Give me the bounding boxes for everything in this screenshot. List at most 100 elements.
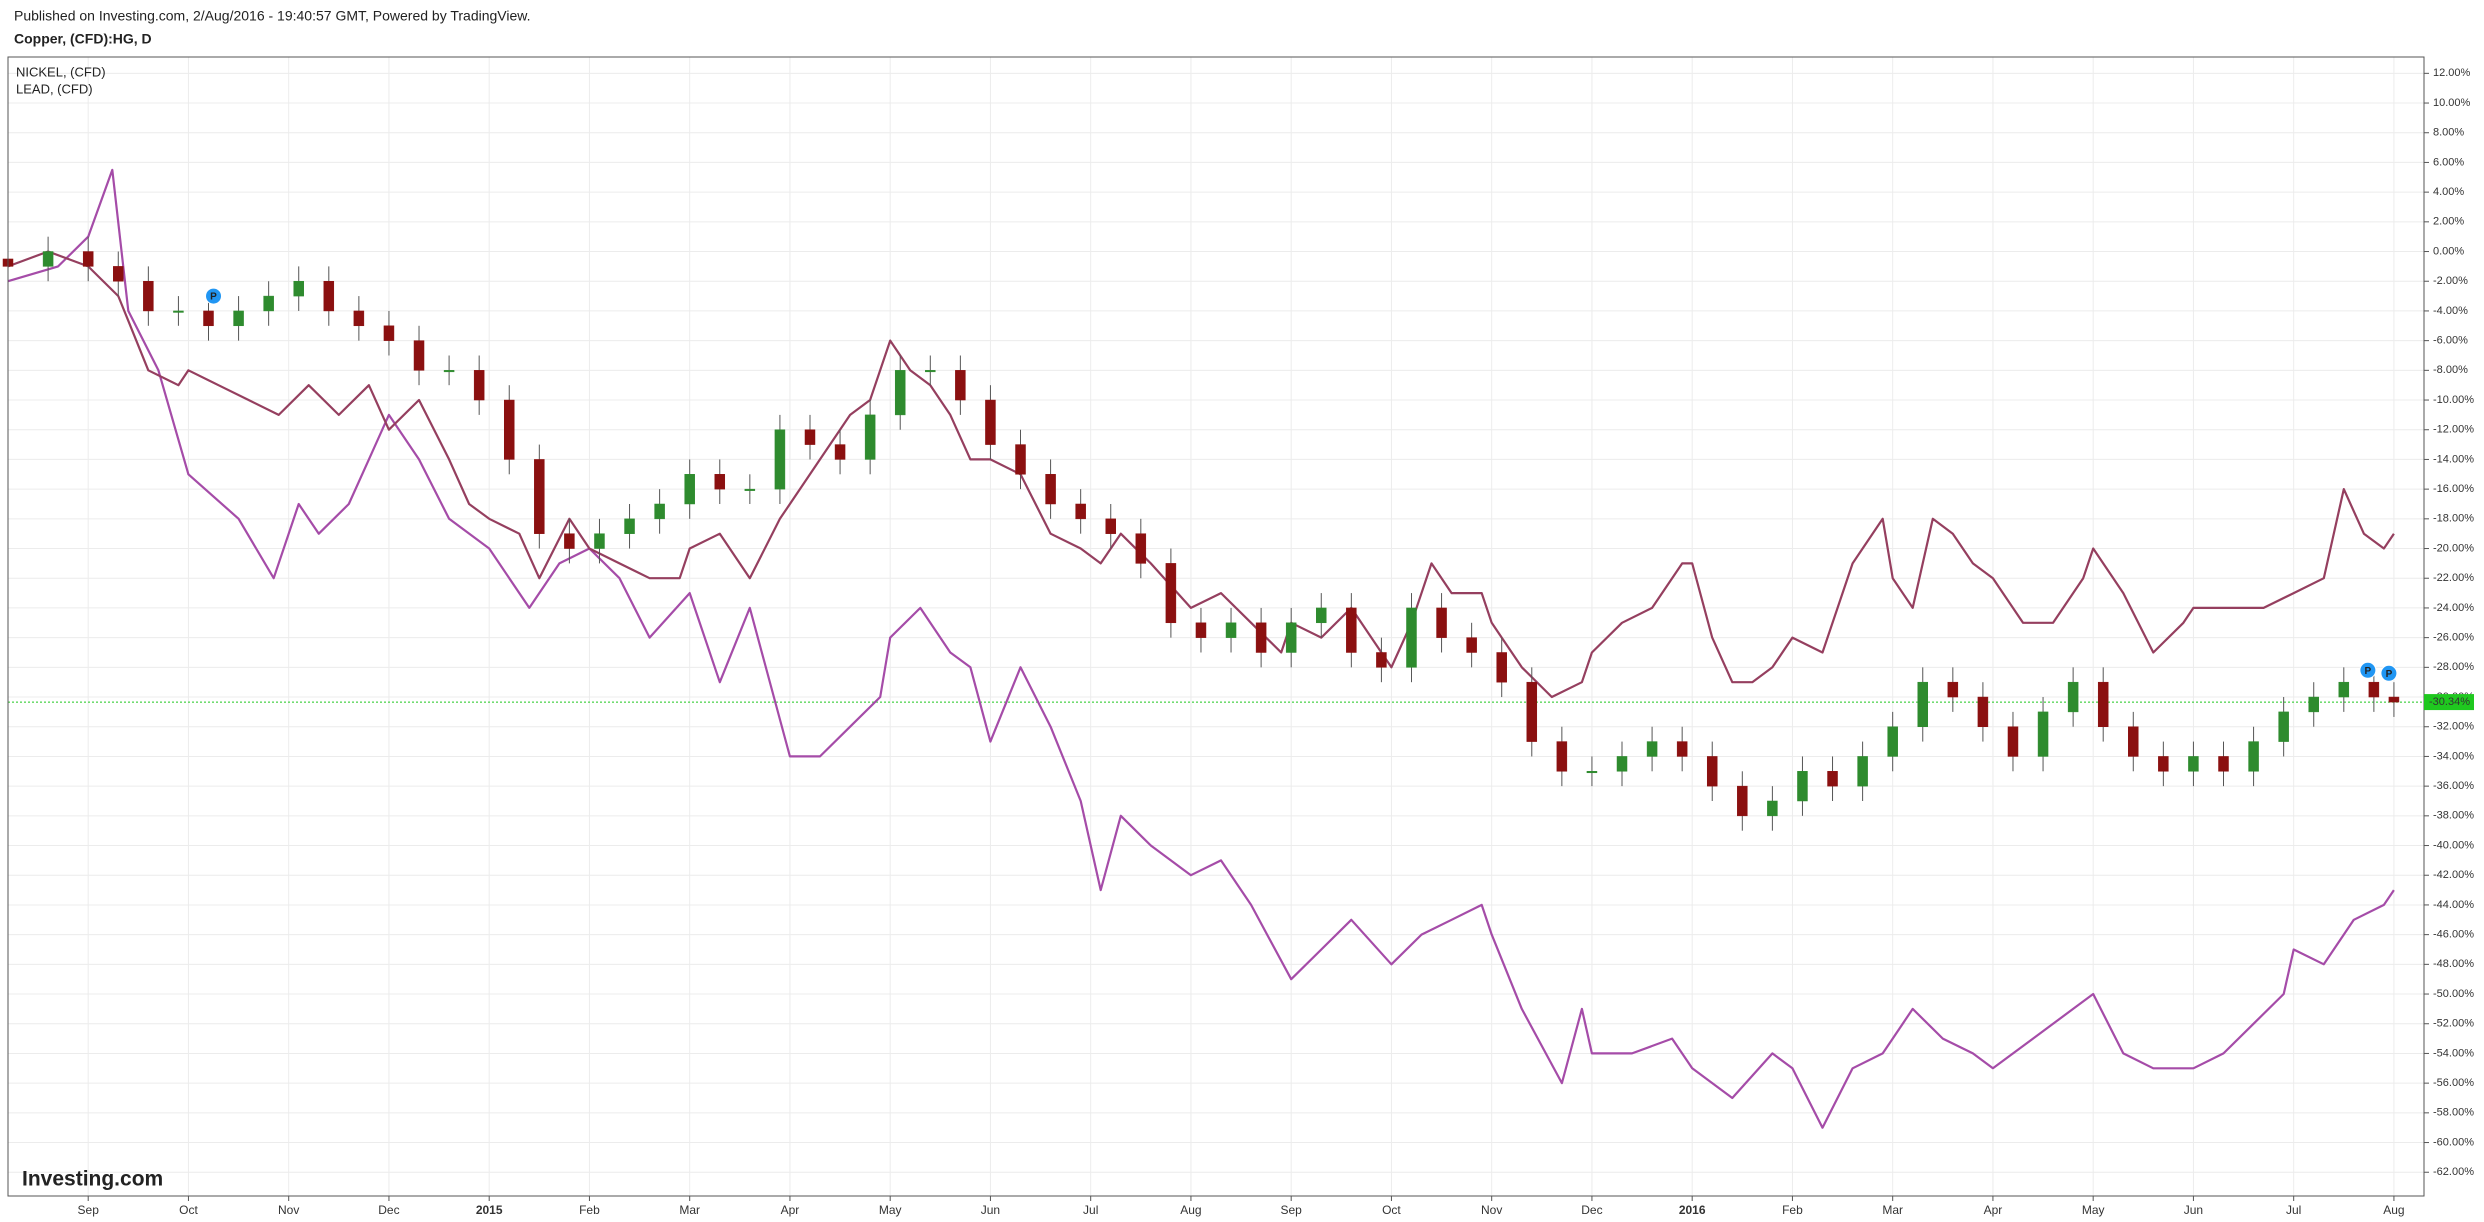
candle-body xyxy=(894,370,906,416)
x-tick-label: Jun xyxy=(2184,1203,2203,1217)
candle-body xyxy=(1135,533,1147,564)
candle-body xyxy=(473,370,485,401)
x-tick-label: Jul xyxy=(1083,1203,1098,1217)
y-tick-label: -36.00% xyxy=(2433,780,2474,792)
candle-body xyxy=(684,474,695,505)
y-tick-label: -24.00% xyxy=(2433,602,2474,614)
candle-body xyxy=(1376,652,1387,668)
candle-body xyxy=(2097,681,2109,727)
candle-body xyxy=(1556,741,1568,772)
candle-body xyxy=(1917,681,1929,727)
candle-body xyxy=(864,414,876,460)
x-tick-label: Nov xyxy=(278,1203,299,1217)
y-tick-label: -22.00% xyxy=(2433,572,2474,584)
candle-body xyxy=(323,280,335,312)
candle-body xyxy=(2128,726,2139,757)
y-tick-label: 8.00% xyxy=(2433,127,2464,139)
event-label: P xyxy=(210,292,217,303)
y-tick-label: -34.00% xyxy=(2433,750,2474,762)
candle-body xyxy=(2158,756,2169,772)
candle-body xyxy=(1977,696,1989,727)
candle-body xyxy=(1165,563,1177,624)
candle-body xyxy=(173,310,184,313)
x-tick-label: Oct xyxy=(179,1203,198,1217)
plot-border xyxy=(7,56,2425,1197)
y-tick-label: -28.00% xyxy=(2433,661,2474,673)
candle-body xyxy=(2007,726,2019,757)
x-tick-label: Mar xyxy=(1882,1203,1903,1217)
candle-body xyxy=(744,488,756,491)
candle-body xyxy=(42,251,54,267)
line-series xyxy=(7,250,2395,699)
candle-body xyxy=(1436,607,1447,638)
grid xyxy=(8,57,2424,1196)
candle-body xyxy=(2388,696,2400,703)
y-tick-label: -16.00% xyxy=(2433,483,2474,495)
y-tick-label: 6.00% xyxy=(2433,156,2464,168)
candle-body xyxy=(1887,726,1898,757)
x-tick-label: Apr xyxy=(781,1203,800,1217)
x-tick-label: Sep xyxy=(1281,1203,1303,1217)
candle-body xyxy=(1737,785,1748,817)
candle-body xyxy=(594,533,605,549)
candle-body xyxy=(2338,681,2350,698)
last-price-box xyxy=(2424,694,2474,711)
candle-body xyxy=(985,399,996,445)
candle-body xyxy=(2368,681,2380,698)
y-tick-label: 12.00% xyxy=(2433,67,2471,79)
x-tick-label: Sep xyxy=(78,1203,100,1217)
y-tick-label: -20.00% xyxy=(2433,542,2474,554)
candle-body xyxy=(654,503,665,520)
y-tick-label: -10.00% xyxy=(2433,394,2474,406)
x-tick-label: Nov xyxy=(1481,1203,1502,1217)
x-tick-label: Mar xyxy=(679,1203,700,1217)
candle-body xyxy=(2218,756,2229,772)
y-tick-label: -32.00% xyxy=(2433,721,2474,733)
candle-body xyxy=(1075,503,1086,520)
candle-body xyxy=(1466,637,1477,653)
candle-body xyxy=(1857,756,1868,787)
y-tick-label: -4.00% xyxy=(2433,305,2468,317)
candle-body xyxy=(1225,622,1237,638)
candle-body xyxy=(774,429,786,490)
plot-area: P P P xyxy=(2,168,2424,1129)
candle-body xyxy=(1285,622,1297,653)
candle-body xyxy=(1346,607,1357,653)
candle-body xyxy=(1195,622,1207,638)
candle-body xyxy=(1706,756,1718,787)
y-tick-label: -38.00% xyxy=(2433,810,2474,822)
y-tick-label: -6.00% xyxy=(2433,335,2468,347)
candle-body xyxy=(2278,711,2289,742)
legend-entry: LEAD, (CFD) xyxy=(16,81,93,96)
x-tick-label: 2015 xyxy=(476,1203,503,1217)
y-tick-label: -50.00% xyxy=(2433,988,2474,1000)
candle-body xyxy=(1827,771,1838,787)
y-tick-label: -14.00% xyxy=(2433,453,2474,465)
candle-body xyxy=(143,280,154,312)
event-marker xyxy=(2359,661,2377,679)
y-tick-label: -18.00% xyxy=(2433,513,2474,525)
candle-body xyxy=(203,310,214,327)
event-marker xyxy=(2380,664,2398,682)
candle-body xyxy=(1045,474,1056,505)
y-tick-label: 10.00% xyxy=(2433,97,2471,109)
candle-body xyxy=(2037,711,2049,757)
candle-body xyxy=(1406,607,1417,668)
chart-title: Copper, (CFD):HG, D xyxy=(14,31,152,47)
candle-body xyxy=(2067,681,2079,713)
candle-body xyxy=(925,370,936,373)
candle-body xyxy=(1676,741,1688,757)
candle-body xyxy=(1947,681,1959,698)
candle-body xyxy=(564,533,575,549)
x-tick-label: Feb xyxy=(579,1203,600,1217)
candle-body xyxy=(2308,696,2319,713)
candle-body xyxy=(1616,756,1628,772)
candle-body xyxy=(1015,444,1026,475)
y-tick-label: -12.00% xyxy=(2433,424,2474,436)
x-tick-label: May xyxy=(879,1203,902,1217)
y-tick-label: -46.00% xyxy=(2433,929,2474,941)
x-tick-label: Jun xyxy=(981,1203,1000,1217)
candle-body xyxy=(1586,771,1598,774)
y-tick-label: -52.00% xyxy=(2433,1018,2474,1030)
